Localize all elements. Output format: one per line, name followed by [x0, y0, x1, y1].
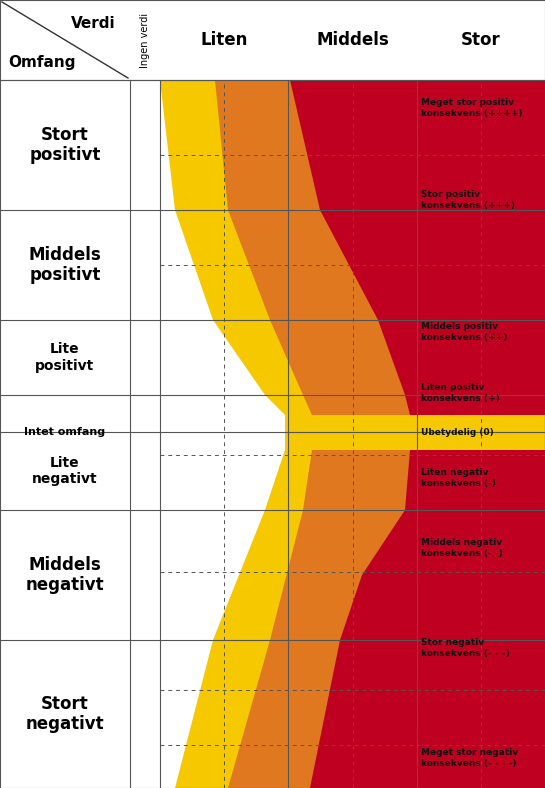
Text: Liten negativ
konsekvens (-): Liten negativ konsekvens (-)	[421, 468, 495, 488]
Text: Stort
negativt: Stort negativt	[26, 694, 104, 734]
Polygon shape	[290, 80, 545, 415]
Polygon shape	[160, 80, 545, 788]
Text: Verdi: Verdi	[71, 16, 116, 31]
Text: Ubetydelig (0): Ubetydelig (0)	[421, 428, 493, 437]
Text: Lite
negativt: Lite negativt	[32, 456, 98, 486]
Polygon shape	[430, 620, 545, 788]
Polygon shape	[310, 450, 545, 788]
Text: Stort
positivt: Stort positivt	[29, 125, 101, 165]
Text: Meget stor negativ
konsekvens (- - - -): Meget stor negativ konsekvens (- - - -)	[421, 749, 518, 768]
Text: Intet omfang: Intet omfang	[25, 427, 106, 437]
Text: Middels
negativt: Middels negativt	[26, 556, 104, 594]
Polygon shape	[435, 80, 545, 220]
Text: Omfang: Omfang	[8, 55, 75, 70]
Polygon shape	[0, 0, 545, 80]
Polygon shape	[160, 80, 285, 415]
Text: Liten positiv
konsekvens (+): Liten positiv konsekvens (+)	[421, 383, 499, 403]
Polygon shape	[160, 415, 285, 450]
Text: Ingen verdi: Ingen verdi	[140, 13, 150, 68]
Text: Middels
positivt: Middels positivt	[29, 246, 101, 284]
Polygon shape	[160, 450, 285, 788]
Text: Stor: Stor	[461, 31, 501, 49]
Text: Middels positiv
konsekvens (++): Middels positiv konsekvens (++)	[421, 322, 507, 342]
Text: Stor negativ
konsekvens (- - -): Stor negativ konsekvens (- - -)	[421, 638, 509, 658]
Text: Middels negativ
konsekvens (- -): Middels negativ konsekvens (- -)	[421, 538, 502, 558]
Text: Middels: Middels	[316, 31, 389, 49]
Text: Meget stor positiv
konsekvens (++++): Meget stor positiv konsekvens (++++)	[421, 98, 522, 117]
Text: Liten: Liten	[201, 31, 248, 49]
Text: Stor positiv
konsekvens (+++): Stor positiv konsekvens (+++)	[421, 190, 514, 210]
Text: Lite
positivt: Lite positivt	[35, 343, 95, 373]
Polygon shape	[215, 80, 545, 788]
